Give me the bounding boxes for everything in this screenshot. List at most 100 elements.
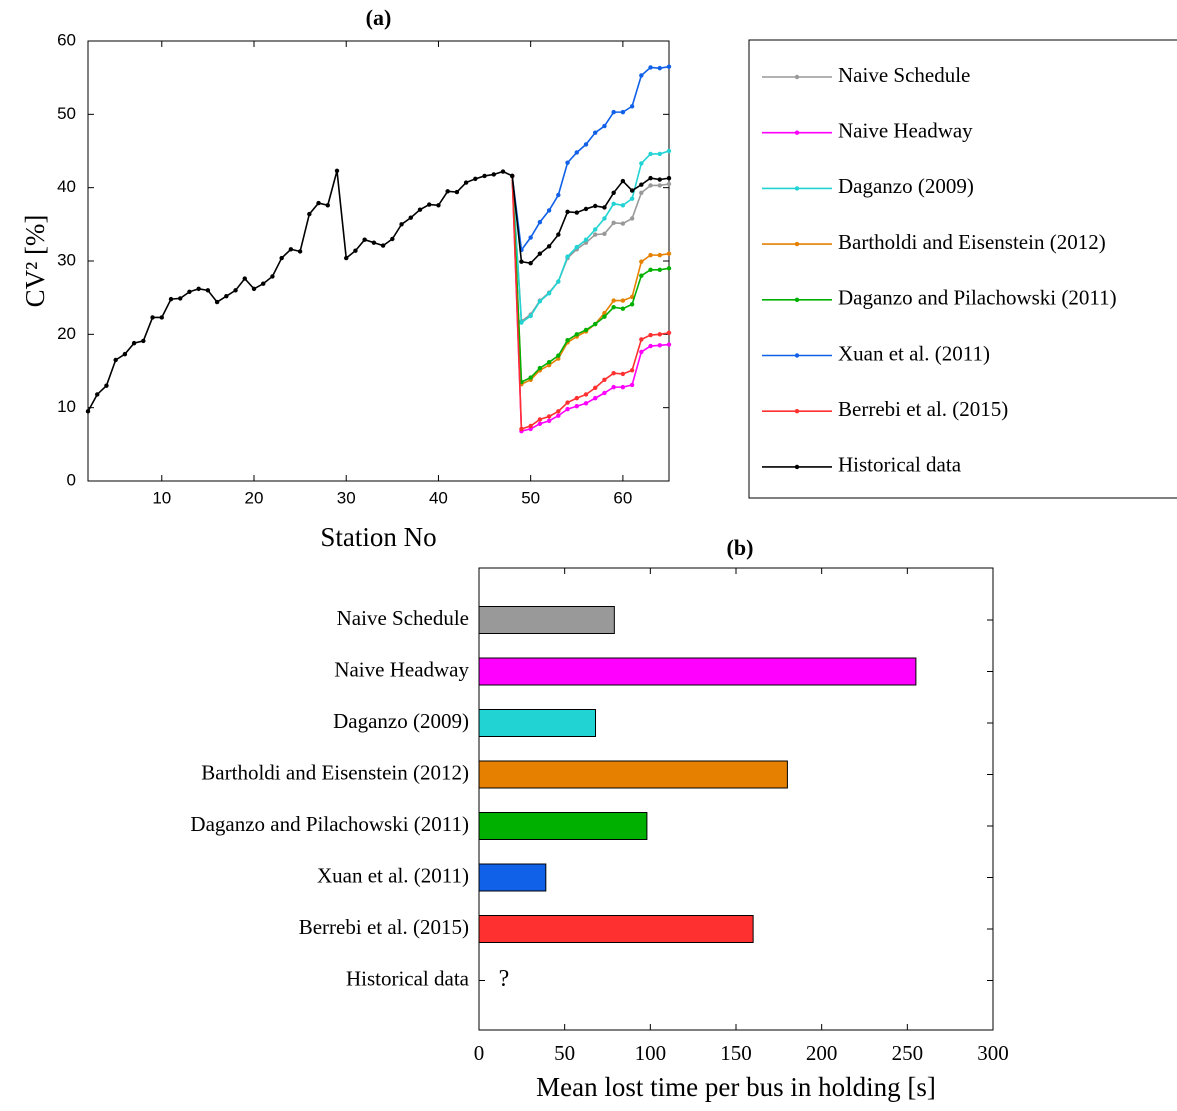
point-marker [270, 274, 275, 279]
point-marker [556, 413, 561, 418]
point-marker [565, 254, 570, 259]
point-marker [602, 205, 607, 210]
point-marker [611, 298, 616, 303]
point-marker [666, 330, 672, 336]
point-marker [593, 395, 598, 401]
x-tick-label: 0 [474, 1041, 485, 1065]
point-marker [537, 219, 543, 225]
point-marker [648, 151, 653, 157]
point-marker [593, 232, 598, 237]
point-marker [583, 142, 589, 147]
point-marker [639, 190, 644, 195]
point-marker [454, 189, 460, 195]
point-marker [639, 349, 644, 355]
point-marker [611, 220, 616, 226]
point-marker [528, 313, 533, 319]
point-marker [371, 240, 377, 245]
point-marker [473, 176, 478, 182]
legend-marker [794, 130, 800, 135]
point-marker [648, 332, 653, 338]
point-marker [344, 255, 349, 261]
point-marker [620, 203, 626, 208]
point-marker [537, 365, 543, 371]
bar [478, 709, 597, 737]
point-marker [583, 237, 589, 242]
x-tick-label: 20 [245, 488, 264, 507]
legend-label: Bartholdi and Eisenstein (2012) [838, 230, 1106, 254]
point-marker [629, 368, 635, 373]
legend-marker [794, 186, 800, 191]
point-marker [639, 73, 644, 78]
point-marker [224, 294, 229, 299]
legend-marker [794, 297, 800, 302]
point-marker [408, 215, 413, 220]
legend-marker [794, 353, 800, 358]
x-tick-label: 250 [892, 1041, 924, 1065]
point-marker [657, 177, 662, 182]
point-marker [629, 294, 635, 300]
point-marker [574, 210, 579, 215]
plot-frame [478, 567, 994, 1031]
series-line [511, 150, 670, 325]
point-marker [583, 206, 589, 212]
y-tick-label: 30 [57, 250, 76, 269]
point-marker [602, 377, 607, 382]
point-marker [417, 207, 423, 212]
bar [478, 606, 615, 634]
point-marker [648, 175, 653, 181]
point-marker [629, 104, 635, 109]
legend-marker [794, 464, 800, 470]
point-marker [556, 232, 561, 237]
point-marker [620, 298, 626, 303]
point-marker [546, 418, 552, 424]
y-tick-label: 40 [57, 177, 76, 196]
point-marker [666, 181, 672, 187]
point-marker [491, 172, 496, 177]
legend-label: Historical data [838, 453, 962, 477]
point-marker [519, 426, 524, 432]
annotation: ? [499, 966, 510, 992]
point-marker [187, 289, 192, 294]
point-marker [648, 267, 653, 272]
point-marker [556, 192, 561, 198]
point-marker [482, 173, 487, 179]
point-marker [325, 203, 330, 208]
point-marker [565, 338, 570, 343]
y-tick-label: Daganzo and Pilachowski (2011) [190, 812, 469, 836]
point-marker [593, 130, 598, 135]
point-marker [528, 375, 533, 380]
point-marker [565, 209, 570, 215]
point-marker [556, 353, 561, 358]
point-marker [602, 231, 607, 237]
y-tick-label: 60 [57, 30, 76, 49]
point-marker [620, 371, 626, 377]
series-line [511, 175, 670, 431]
x-tick-label: 10 [152, 488, 171, 507]
point-marker [611, 190, 616, 195]
point-marker [648, 65, 653, 70]
legend-label: Xuan et al. (2011) [838, 341, 990, 365]
y-axis-label: CV² [%] [20, 215, 50, 308]
point-marker [537, 417, 543, 422]
point-marker [362, 237, 367, 242]
point-marker [445, 189, 450, 194]
series-line [87, 170, 670, 412]
point-marker [196, 286, 201, 292]
point-marker [657, 332, 662, 337]
point-marker [593, 227, 598, 232]
point-marker [316, 200, 321, 206]
point-marker [657, 151, 662, 157]
point-marker [279, 255, 284, 261]
bar [478, 760, 788, 789]
point-marker [574, 150, 579, 155]
point-marker [233, 288, 238, 293]
y-tick-label: 0 [67, 470, 76, 489]
point-marker [565, 400, 570, 405]
bar [478, 657, 917, 686]
point-marker [629, 216, 635, 221]
point-marker [537, 299, 543, 304]
point-marker [648, 343, 653, 349]
bar [478, 915, 754, 943]
y-tick-label: 10 [57, 397, 76, 416]
bar [478, 812, 648, 840]
